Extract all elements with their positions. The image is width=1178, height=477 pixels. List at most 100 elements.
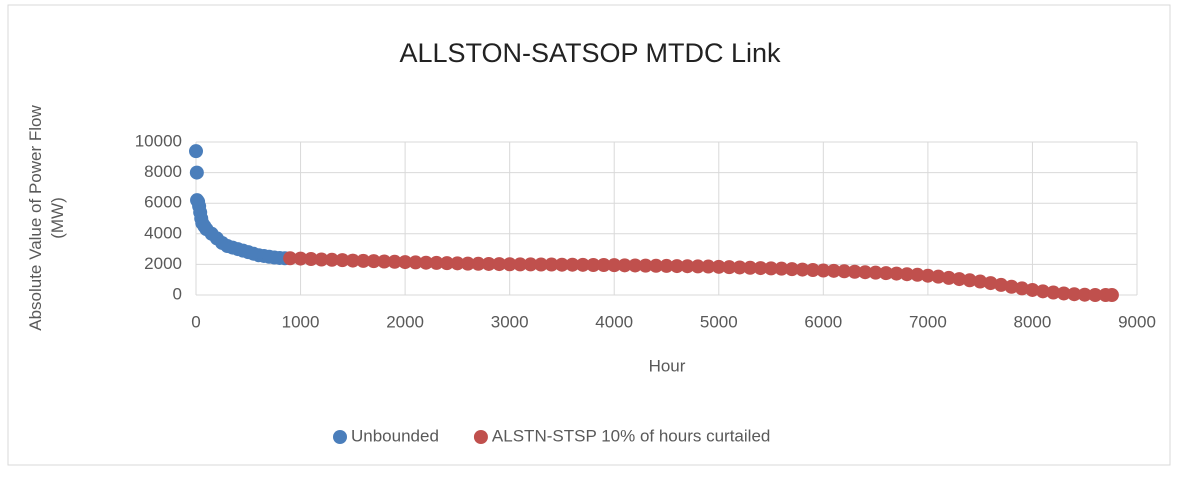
data-point (920, 268, 935, 283)
data-point (805, 263, 820, 278)
data-point (429, 255, 444, 270)
data-point (607, 258, 622, 273)
data-point (732, 260, 747, 275)
data-point (534, 257, 549, 272)
data-point (910, 267, 925, 282)
x-tick-label: 4000 (595, 312, 633, 331)
y-tick-label: 10000 (135, 131, 182, 150)
data-point (523, 257, 538, 272)
data-point (1104, 288, 1119, 302)
y-tick-label: 2000 (144, 254, 182, 273)
data-point (701, 259, 716, 274)
data-point (774, 261, 789, 276)
data-point (419, 255, 434, 270)
x-tick-label: 5000 (700, 312, 738, 331)
data-point (628, 258, 643, 273)
data-point (722, 260, 737, 275)
chart-title: ALLSTON-SATSOP MTDC Link (399, 38, 781, 68)
data-point (858, 265, 873, 280)
data-point (502, 257, 517, 272)
data-point (680, 259, 695, 274)
data-point (941, 270, 956, 285)
x-tick-label: 9000 (1118, 312, 1156, 331)
data-point (565, 257, 580, 272)
data-point (1067, 287, 1082, 302)
data-point (899, 267, 914, 282)
legend-label: ALSTN-STSP 10% of hours curtailed (492, 426, 770, 445)
data-point (868, 265, 883, 280)
x-tick-label: 7000 (909, 312, 947, 331)
data-point (471, 256, 486, 271)
data-point (481, 256, 496, 271)
data-point (377, 254, 392, 269)
data-point (795, 262, 810, 277)
data-point (1077, 287, 1092, 302)
data-point (837, 264, 852, 279)
chart-frame (7, 4, 1171, 466)
data-point (283, 251, 298, 266)
y-tick-label: 8000 (144, 162, 182, 181)
data-point (314, 252, 329, 267)
data-point (356, 253, 371, 268)
data-point (847, 264, 862, 279)
x-tick-label: 1000 (282, 312, 320, 331)
data-point (596, 258, 611, 273)
y-axis-label-text: Absolute Value of Power Flow (MW) (26, 105, 67, 331)
y-tick-label: 6000 (144, 193, 182, 212)
data-point (324, 252, 339, 267)
data-point (387, 254, 402, 269)
data-point (450, 256, 465, 271)
data-point (335, 253, 350, 268)
data-point (784, 262, 799, 277)
y-axis-label: Absolute Value of Power Flow (MW) (26, 105, 67, 331)
data-point (659, 258, 674, 273)
data-point (554, 257, 569, 272)
data-point (293, 251, 308, 266)
data-point (962, 273, 977, 288)
legend-marker (473, 430, 488, 444)
data-point (586, 258, 601, 273)
data-point (189, 165, 204, 180)
data-point (879, 266, 894, 281)
data-point (189, 144, 203, 159)
data-point (983, 276, 998, 291)
data-point (669, 259, 684, 274)
data-point (952, 272, 967, 287)
data-point (973, 274, 988, 289)
data-point (889, 266, 904, 281)
data-point (743, 260, 758, 275)
x-axis-label: Hour (649, 356, 686, 375)
x-tick-label: 8000 (1014, 312, 1052, 331)
data-point (826, 263, 841, 278)
data-point (1035, 284, 1050, 299)
data-point (304, 252, 319, 267)
data-point (366, 254, 381, 269)
data-point (994, 277, 1009, 292)
x-tick-label: 2000 (386, 312, 424, 331)
data-point (439, 256, 454, 271)
data-point (764, 261, 779, 276)
data-point (1088, 288, 1103, 302)
data-point (753, 261, 768, 276)
x-tick-label: 3000 (491, 312, 529, 331)
data-point (1004, 279, 1019, 294)
y-tick-label: 0 (173, 284, 182, 303)
data-point (638, 258, 653, 273)
data-point (1056, 286, 1071, 301)
data-point (1014, 281, 1029, 296)
data-point (690, 259, 705, 274)
data-point (345, 253, 360, 268)
data-point (544, 257, 559, 272)
x-tick-label: 0 (191, 312, 200, 331)
y-tick-label: 4000 (144, 223, 182, 242)
data-point (816, 263, 831, 278)
data-point (575, 257, 590, 272)
data-point (1046, 285, 1061, 300)
x-tick-label: 6000 (804, 312, 842, 331)
data-point (1025, 282, 1040, 297)
legend-label: Unbounded (351, 426, 439, 445)
data-point (408, 255, 423, 270)
legend-marker (333, 430, 347, 444)
data-point (931, 269, 946, 284)
